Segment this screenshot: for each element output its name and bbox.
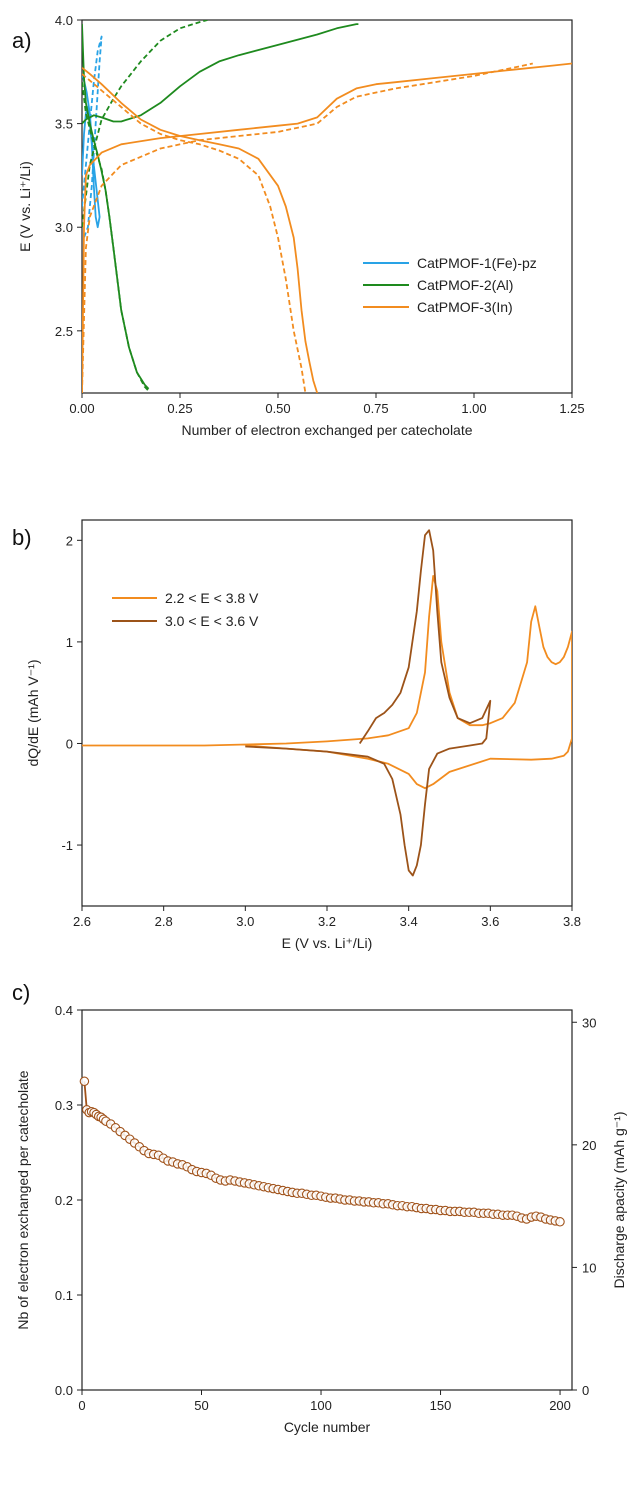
x-tick-label: 100 [310,1398,332,1413]
x-tick-label: 3.0 [236,914,254,929]
panel-b-xlabel: E (V vs. Li⁺/Li) [282,935,373,951]
series-line [82,24,150,390]
panel-b-frame [81,519,573,907]
series-line [82,73,307,393]
y-right-tick-label: 0 [582,1383,589,1398]
panel-c-label: c) [12,980,30,1005]
series-line [82,23,359,125]
x-tick-label: 50 [194,1398,208,1413]
y-tick-label: 1 [66,635,73,650]
panel-c-xlabel: Cycle number [284,1419,371,1435]
y-tick-label: 0.0 [55,1383,73,1398]
series-line [82,82,150,392]
x-tick-label: 3.2 [318,914,336,929]
data-point [79,1076,90,1087]
y-tick-label: 0.1 [55,1288,73,1303]
series-line [82,35,103,238]
panel-a-xlabel: Number of electron exchanged per catecho… [181,422,472,438]
legend-label: 3.0 < E < 3.6 V [165,613,259,629]
series-line [82,66,319,393]
y-tick-label: 0 [66,736,73,751]
x-tick-label: 0.25 [167,401,192,416]
y-tick-label: -1 [61,838,73,853]
data-point [555,1217,565,1227]
panel-b-label: b) [12,525,32,550]
panel-a-frame [81,19,573,394]
series-line [82,62,572,393]
y-tick-label: 0.2 [55,1193,73,1208]
x-tick-label: 200 [549,1398,571,1413]
series-line [82,20,208,228]
y-tick-label: 4.0 [55,13,73,28]
y-tick-label: 3.5 [55,117,73,132]
y-right-tick-label: 30 [582,1015,596,1030]
legend-label: CatPMOF-1(Fe)-pz [417,255,537,271]
x-tick-label: 1.25 [559,401,584,416]
x-tick-label: 2.6 [73,914,91,929]
y-right-tick-label: 20 [582,1138,596,1153]
y-tick-label: 2 [66,533,73,548]
y-right-tick-label: 10 [582,1260,596,1275]
x-tick-label: 0 [78,1398,85,1413]
panel-c-ylabel: Nb of electron exchanged per catecholate [15,1070,31,1329]
panel-a-ylabel: E (V vs. Li⁺/Li) [17,161,33,252]
x-tick-label: 3.8 [563,914,581,929]
y-tick-label: 0.4 [55,1003,73,1018]
x-tick-label: 0.50 [265,401,290,416]
panel-a-label: a) [12,28,32,53]
x-tick-label: 150 [430,1398,452,1413]
x-tick-label: 1.00 [461,401,486,416]
series-line [82,575,572,790]
y-tick-label: 3.0 [55,220,73,235]
series-line [82,62,533,393]
y-tick-label: 2.5 [55,324,73,339]
x-tick-label: 0.75 [363,401,388,416]
x-tick-label: 3.6 [481,914,499,929]
panel-c-ylabel-right: Discharge apacity (mAh g⁻¹) [611,1111,627,1288]
x-tick-label: 2.8 [155,914,173,929]
legend-label: CatPMOF-3(In) [417,299,513,315]
panel-b-ylabel: dQ/dE (mAh V⁻¹) [25,660,41,767]
y-tick-label: 0.3 [55,1098,73,1113]
series-line [245,529,492,877]
x-tick-label: 0.00 [69,401,94,416]
legend-label: CatPMOF-2(Al) [417,277,513,293]
x-tick-label: 3.4 [400,914,418,929]
legend-label: 2.2 < E < 3.8 V [165,590,259,606]
